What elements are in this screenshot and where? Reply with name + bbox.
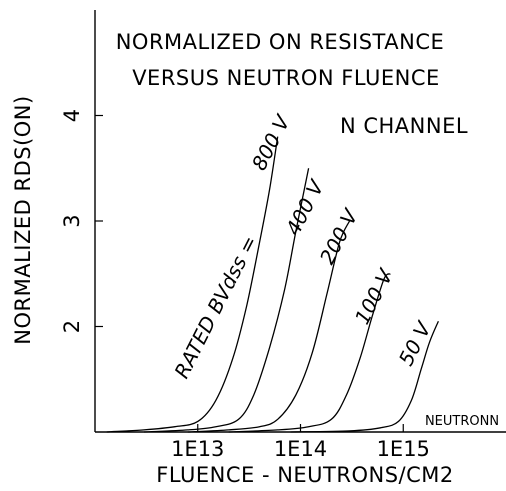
y-tick-label-2: 4 <box>60 109 84 122</box>
y-tick-label-1: 3 <box>60 214 84 227</box>
x-tick-label-0: 1E13 <box>171 437 224 461</box>
chart-title-line-1: NORMALIZED ON RESISTANCE <box>116 30 445 54</box>
y-tick-label-0: 2 <box>60 320 84 333</box>
series-line-100v <box>228 273 391 433</box>
x-ticks: 1E13 1E14 1E15 <box>171 424 430 461</box>
series-line-400v <box>143 168 310 433</box>
series-label-100v: 100 V <box>350 264 398 328</box>
series-label-400v: 400 V <box>281 175 329 239</box>
y-axis-label: NORMALIZED RDS(ON) <box>11 95 35 344</box>
series-lines <box>106 136 439 433</box>
x-tick-label-2: 1E15 <box>377 437 430 461</box>
series-line-800v <box>106 136 279 433</box>
series-label-200v: 200 V <box>315 204 363 268</box>
series-line-200v <box>187 220 351 433</box>
corner-annotation: NEUTRONN <box>425 414 499 429</box>
series-label-50v: 50 V <box>394 317 437 370</box>
series-labels: RATED BVdss = 800 V 400 V 200 V 100 V 50… <box>169 110 436 382</box>
series-label-800v: 800 V <box>247 110 295 174</box>
y-ticks: 2 3 4 <box>60 109 103 333</box>
x-tick-label-1: 1E14 <box>274 437 327 461</box>
series-label-prefix: RATED BVdss = <box>169 232 262 383</box>
x-axis-label: FLUENCE - NEUTRONS/CM2 <box>156 463 454 487</box>
chart-title-line-2: VERSUS NEUTRON FLUENCE <box>132 66 440 90</box>
channel-annotation: N CHANNEL <box>340 114 468 138</box>
series-line-50v <box>290 320 439 433</box>
